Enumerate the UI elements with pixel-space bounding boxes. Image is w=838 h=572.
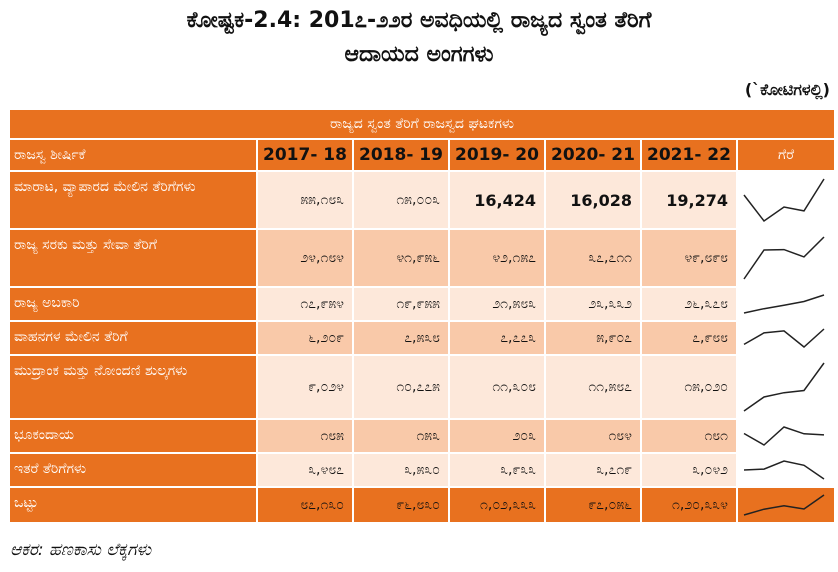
table-banner: ರಾಜ್ಯದ ಸ್ವಂತ ತೆರಿಗೆ ರಾಜಸ್ವದ ಘಟಕಗಳು xyxy=(7,108,837,140)
value-cell: ೩,೫೩೦ xyxy=(352,452,450,488)
value-cell: ೧೮೧ xyxy=(640,418,738,454)
year-header: 2020- 21 xyxy=(544,138,642,172)
sparkline xyxy=(743,328,825,348)
row-label: ಇತರೆ ತೆರಿಗೆಗಳು xyxy=(8,452,258,488)
total-row: ಒಟ್ಟು ೮೭,೧೩೦ ೯೬,೮೩೦ ೧,೦೨,೩೩೩ ೯೭,೦೫೬ ೧,೨೦,೩೩೪ xyxy=(8,486,837,524)
value-cell: ೨೬,೩೭೮ xyxy=(640,286,738,322)
value-cell: ೭,೭೭೩ xyxy=(448,320,546,356)
value-cell: ೩,೪೮೭ xyxy=(256,452,354,488)
year-header: 2019- 20 xyxy=(448,138,546,172)
value-cell: ೧೭,೯೫೪ xyxy=(256,286,354,322)
value-cell: ೧೫೩ xyxy=(352,418,450,454)
value-cell: ೮೭,೧೩೦ xyxy=(256,486,354,524)
value-cell: ೧೫,೦೨೦ xyxy=(640,354,738,420)
value-cell: ೪೧,೯೫೬ xyxy=(352,228,450,288)
sparkline xyxy=(743,460,825,480)
row-label: ಭೂಕಂದಾಯ xyxy=(8,418,258,454)
row-label: ಮಾರಾಟ, ವ್ಯಾಪಾರದ ಮೇಲಿನ ತೆರಿಗೆಗಳು xyxy=(8,170,258,230)
sparkline-cell xyxy=(735,354,837,420)
sparkline-line xyxy=(743,494,825,516)
row-label: ರಾಜ್ಯ ಅಬಕಾರಿ xyxy=(8,286,258,322)
sparkline-line xyxy=(743,236,825,280)
unit-label: (`ಕೋಟಿಗಳಲ್ಲಿ) xyxy=(744,80,830,99)
sparkline-cell xyxy=(735,452,837,488)
table-title-line1: ಕೋಷ್ಟಕ-2.4: 201೭-೨೨ರ ಅವಧಿಯಲ್ಲಿ ರಾಜ್ಯದ ಸ್… xyxy=(186,8,652,33)
source-note: ಆಕರ: ಹಣಕಾಸು ಲೆಕ್ಕಗಳು xyxy=(10,540,152,560)
value-cell: ೧,೨೦,೩೩೪ xyxy=(640,486,738,524)
row-label: ಮುದ್ರಾಂಕ ಮತ್ತು ನೋಂದಣಿ ಶುಲ್ಕಗಳು xyxy=(8,354,258,420)
table-row: ರಾಜ್ಯ ಸರಕು ಮತ್ತು ಸೇವಾ ತೆರಿಗೆ ೨೪,೧೮೪ ೪೧,೯೫೬… xyxy=(8,228,837,288)
value-cell: ೧೧,೩೦೮ xyxy=(448,354,546,420)
table-row: ಮಾರಾಟ, ವ್ಯಾಪಾರದ ಮೇಲಿನ ತೆರಿಗೆಗಳು ೫೫,೧೮೩ ೧೫,… xyxy=(8,170,837,230)
table-row: ವಾಹನಗಳ ಮೇಲಿನ ತೆರಿಗೆ ೬,೨೦೯ ೭,೫೩೮ ೭,೭೭೩ ೫,೯೦೭ ೭… xyxy=(8,320,837,356)
header-row: ರಾಜಸ್ವ ಶೀರ್ಷಿಕೆ 2017- 18 2018- 19 2019- … xyxy=(8,138,837,172)
row-label: ವಾಹನಗಳ ಮೇಲಿನ ತೆರಿಗೆ xyxy=(8,320,258,356)
value-cell: ೧೧,೫೮೭ xyxy=(544,354,642,420)
sparkline-cell xyxy=(735,418,837,454)
sparkline xyxy=(743,494,825,516)
trend-header: ಗೆರೆ xyxy=(735,138,837,172)
table-row: ಇತರೆ ತೆರಿಗೆಗಳು ೩,೪೮೭ ೩,೫೩೦ ೩,೯೩೩ ೩,೭೧೯ ೩,೦೪೨ xyxy=(8,452,837,488)
value-cell: ೨೩,೩೩೨ xyxy=(544,286,642,322)
sparkline-cell xyxy=(735,286,837,322)
value-cell: 16,028 xyxy=(544,170,642,230)
sparkline xyxy=(743,236,825,280)
value-cell: ೬,೨೦೯ xyxy=(256,320,354,356)
value-cell: 19,274 xyxy=(640,170,738,230)
value-cell: ೯೭,೦೫೬ xyxy=(544,486,642,524)
revenue-table: ರಾಜ್ಯದ ಸ್ವಂತ ತೆರಿಗೆ ರಾಜಸ್ವದ ಘಟಕಗಳು ರಾಜಸ್… xyxy=(7,108,837,524)
sparkline-line xyxy=(743,178,825,223)
value-cell: ೧೮೪ xyxy=(544,418,642,454)
table-title-line2: ಆದಾಯದ ಅಂಗಗಳು xyxy=(344,42,494,67)
sparkline xyxy=(743,426,825,446)
header-label: ರಾಜಸ್ವ ಶೀರ್ಷಿಕೆ xyxy=(8,138,258,172)
sparkline-cell xyxy=(735,486,837,524)
value-cell: ೭,೯೮೮ xyxy=(640,320,738,356)
sparkline-line xyxy=(743,426,825,446)
value-cell: ೧೦,೭೭೫ xyxy=(352,354,450,420)
value-cell: ೧೯,೯೫೫ xyxy=(352,286,450,322)
sparkline-cell xyxy=(735,170,837,230)
value-cell: ೫,೯೦೭ xyxy=(544,320,642,356)
value-cell: ೩,೭೧೯ xyxy=(544,452,642,488)
value-cell: ೪೯,೮೯೮ xyxy=(640,228,738,288)
value-cell: ೩,೦೪೨ xyxy=(640,452,738,488)
sparkline xyxy=(743,362,825,412)
value-cell: ೫೫,೧೮೩ xyxy=(256,170,354,230)
table-row: ರಾಜ್ಯ ಅಬಕಾರಿ ೧೭,೯೫೪ ೧೯,೯೫೫ ೨೧,೫೮೩ ೨೩,೩೩೨ ೨೬,೩… xyxy=(8,286,837,322)
year-header: 2017- 18 xyxy=(256,138,354,172)
value-cell: ೧೫,೦೦೩ xyxy=(352,170,450,230)
value-cell: ೩,೯೩೩ xyxy=(448,452,546,488)
value-cell: ೨೪,೧೮೪ xyxy=(256,228,354,288)
sparkline-line xyxy=(743,362,825,412)
value-cell: ೯೬,೮೩೦ xyxy=(352,486,450,524)
value-cell: ೭,೫೩೮ xyxy=(352,320,450,356)
sparkline xyxy=(743,178,825,223)
sparkline-line xyxy=(743,460,825,480)
value-cell: ೨೦೩ xyxy=(448,418,546,454)
value-cell: ೩೭,೭೧೧ xyxy=(544,228,642,288)
sparkline-line xyxy=(743,294,825,314)
table-row: ಭೂಕಂದಾಯ ೧೮೫ ೧೫೩ ೨೦೩ ೧೮೪ ೧೮೧ xyxy=(8,418,837,454)
value-cell: ೪೨,೧೫೭ xyxy=(448,228,546,288)
sparkline-line xyxy=(743,328,825,348)
value-cell: 16,424 xyxy=(448,170,546,230)
value-cell: ೨೧,೫೮೩ xyxy=(448,286,546,322)
year-header: 2018- 19 xyxy=(352,138,450,172)
value-cell: ೯,೦೨೪ xyxy=(256,354,354,420)
value-cell: ೧,೦೨,೩೩೩ xyxy=(448,486,546,524)
value-cell: ೧೮೫ xyxy=(256,418,354,454)
sparkline-cell xyxy=(735,228,837,288)
sparkline-cell xyxy=(735,320,837,356)
row-label: ಒಟ್ಟು xyxy=(8,486,258,524)
year-header: 2021- 22 xyxy=(640,138,738,172)
sparkline xyxy=(743,294,825,314)
row-label: ರಾಜ್ಯ ಸರಕು ಮತ್ತು ಸೇವಾ ತೆರಿಗೆ xyxy=(8,228,258,288)
table-row: ಮುದ್ರಾಂಕ ಮತ್ತು ನೋಂದಣಿ ಶುಲ್ಕಗಳು ೯,೦೨೪ ೧೦,೭೭… xyxy=(8,354,837,420)
